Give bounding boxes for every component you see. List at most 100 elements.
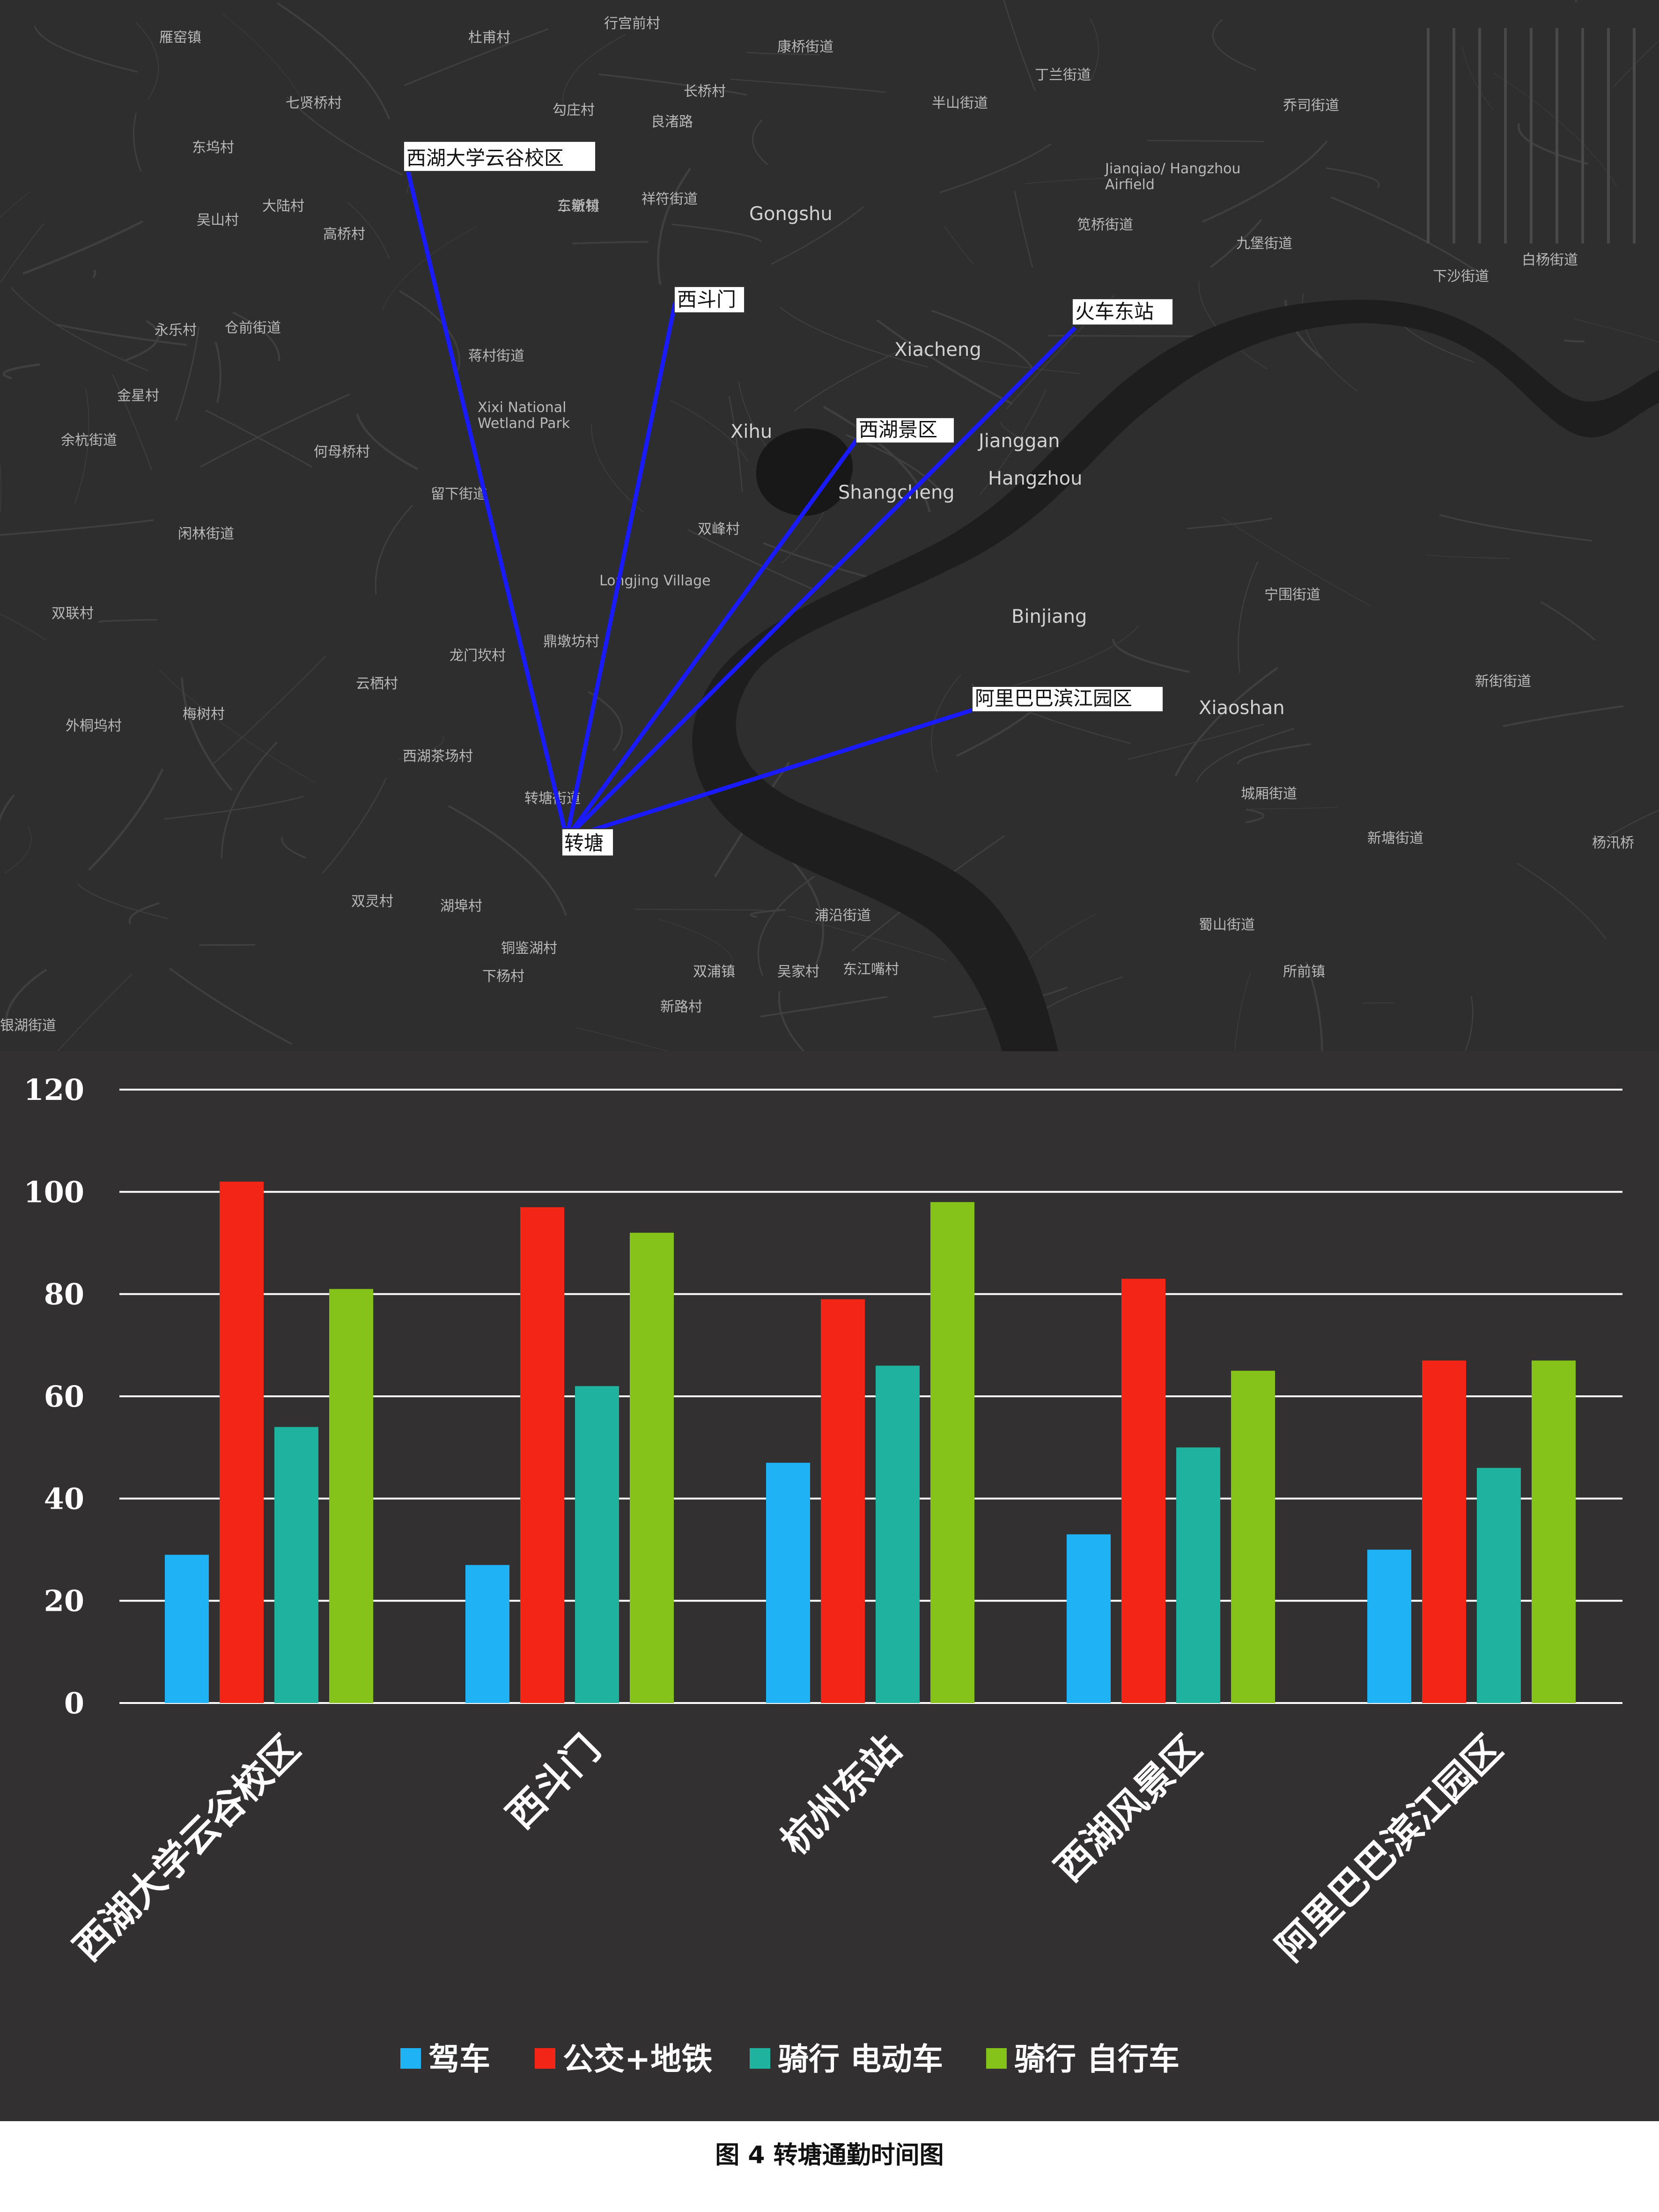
place-label: 余杭街道 xyxy=(61,432,117,449)
route-lines xyxy=(404,164,1077,841)
bar xyxy=(876,1365,920,1703)
place-label: Jianggan xyxy=(977,430,1060,452)
bar xyxy=(329,1289,373,1703)
place-label: 何母桥村 xyxy=(314,444,370,460)
bar xyxy=(1067,1534,1111,1703)
legend-swatch xyxy=(535,2048,555,2069)
bar xyxy=(220,1181,264,1703)
place-label: 大陆村 xyxy=(262,198,304,214)
place-label: 新街街道 xyxy=(1475,673,1531,690)
poi-label-text: 火车东站 xyxy=(1075,300,1154,323)
place-label: 新路村 xyxy=(660,999,702,1015)
place-label: 闲林街道 xyxy=(178,526,234,542)
legend-label: 公交+地铁 xyxy=(563,2041,712,2077)
place-label: 龙门坎村 xyxy=(450,648,506,664)
place-label: 银湖街道 xyxy=(0,1018,56,1034)
place-label: 勾庄村 xyxy=(553,102,595,118)
category-label: 阿里巴巴滨江园区 xyxy=(1268,1727,1510,1969)
poi-label: 西斗门 xyxy=(674,286,745,313)
place-label: 下沙街道 xyxy=(1433,268,1489,285)
route-line xyxy=(566,708,974,841)
place-label: Gongshu xyxy=(749,203,833,225)
figure-caption: 图 4 转塘通勤时间图 xyxy=(715,2141,944,2169)
bar xyxy=(1477,1467,1521,1703)
place-label: 西湖茶场村 xyxy=(403,748,473,765)
route-line xyxy=(564,302,678,839)
bar-chart: 0 20 40 60 80 100 120 西湖大学云谷校区 西斗门 杭州东站 西湖风景区 阿里巴巴… xyxy=(24,1073,1622,2077)
place-label: 永乐村 xyxy=(155,322,197,339)
bar xyxy=(274,1427,318,1703)
place-label: 双灵村 xyxy=(351,893,393,910)
bar xyxy=(930,1202,974,1703)
place-label: 吴家村 xyxy=(777,964,819,980)
bar xyxy=(520,1207,564,1703)
place-label: 所前镇 xyxy=(1283,964,1325,980)
place-label: 外桐坞村 xyxy=(66,718,122,734)
bar xyxy=(1121,1278,1165,1703)
place-label: 东坞村 xyxy=(192,140,234,156)
place-label: 双浦镇 xyxy=(693,964,735,980)
y-axis-ticks: 0 20 40 60 80 100 120 xyxy=(24,1073,84,1720)
place-label: 祥符街道 xyxy=(641,191,698,207)
place-label: 长桥村 xyxy=(684,83,726,100)
place-label: 杨汛桥 xyxy=(1592,835,1634,851)
category-labels: 西湖大学云谷校区 西斗门 杭州东站 西湖风景区 阿里巴巴滨江园区 xyxy=(65,1727,1510,1969)
place-label: 仓前街道 xyxy=(225,320,281,336)
place-label: 东江嘴村 xyxy=(843,961,899,978)
y-tick-label: 40 xyxy=(44,1482,84,1516)
y-tick-label: 80 xyxy=(44,1277,84,1312)
place-label: 梅树村 xyxy=(183,706,225,723)
place-label: 东新村 xyxy=(557,198,599,214)
place-label: 转塘街道 xyxy=(524,790,581,807)
category-label: 西湖大学云谷校区 xyxy=(65,1727,308,1969)
place-label: 良渚路 xyxy=(651,114,693,130)
bar xyxy=(1176,1447,1220,1703)
legend-item: 驾车 xyxy=(400,2041,490,2077)
place-label: 白杨街道 xyxy=(1522,252,1578,268)
bar xyxy=(766,1462,810,1703)
poi-label-text: 阿里巴巴滨江园区 xyxy=(975,687,1132,710)
place-label: 笕桥街道 xyxy=(1077,217,1133,233)
legend-item: 骑行 电动车 xyxy=(750,2041,943,2077)
place-label: 金星村 xyxy=(117,388,159,404)
place-label: 行宫前村 xyxy=(604,15,660,32)
place-label: 杜甫村 xyxy=(468,29,510,46)
poi-label-text: 西斗门 xyxy=(677,288,736,311)
place-label: Xihu xyxy=(730,421,772,442)
place-label: 九堡街道 xyxy=(1236,236,1292,252)
legend: 驾车 公交+地铁 骑行 电动车 骑行 自行车 xyxy=(400,2041,1180,2077)
place-label: 七贤桥村 xyxy=(286,95,342,111)
place-label: 双峰村 xyxy=(698,521,740,538)
place-label: Hangzhou xyxy=(988,468,1083,489)
place-label: 乔司街道 xyxy=(1283,97,1339,114)
place-label: Shangcheng xyxy=(838,482,955,503)
category-label: 西斗门 xyxy=(498,1727,608,1837)
place-label: 宁围街道 xyxy=(1264,587,1320,603)
place-label: 留下街道 xyxy=(431,486,487,502)
legend-item: 骑行 自行车 xyxy=(986,2041,1180,2077)
legend-label: 骑行 自行车 xyxy=(1014,2041,1180,2077)
place-label: Binjiang xyxy=(1011,606,1087,627)
place-label: 蒋村街道 xyxy=(468,348,524,364)
chart-panel: 0 20 40 60 80 100 120 西湖大学云谷校区 西斗门 杭州东站 西湖风景区 阿里巴巴… xyxy=(0,1051,1659,2121)
place-label: 吴山村 xyxy=(197,212,239,229)
bar xyxy=(165,1555,209,1703)
poi-label: 阿里巴巴滨江园区 xyxy=(972,686,1164,712)
place-label: 丁兰街道 xyxy=(1035,67,1091,83)
map-panel: 雁窑镇 杜甫村 行宫前村 康桥街道 丁兰街道 七贤桥村 长桥村 半山街道 乔司街道 东坞村 勾庄村良… xyxy=(0,0,1659,1051)
place-label: 半山街道 xyxy=(932,95,988,111)
place-label: 新塘街道 xyxy=(1367,830,1423,847)
route-line xyxy=(565,326,1077,840)
bar xyxy=(630,1232,674,1703)
legend-item: 公交+地铁 xyxy=(535,2041,712,2077)
place-label: 下杨村 xyxy=(482,968,524,985)
center-poi-label: 转塘 xyxy=(561,828,614,856)
legend-swatch xyxy=(986,2048,1007,2069)
poi-label: 火车东站 xyxy=(1072,298,1173,325)
place-label: Jianqiao/ Hangzhou Airfield xyxy=(1104,161,1240,193)
y-tick-label: 20 xyxy=(44,1584,84,1618)
y-tick-label: 100 xyxy=(24,1175,84,1209)
place-label: 铜鉴湖村 xyxy=(501,940,557,957)
route-line xyxy=(404,164,569,839)
